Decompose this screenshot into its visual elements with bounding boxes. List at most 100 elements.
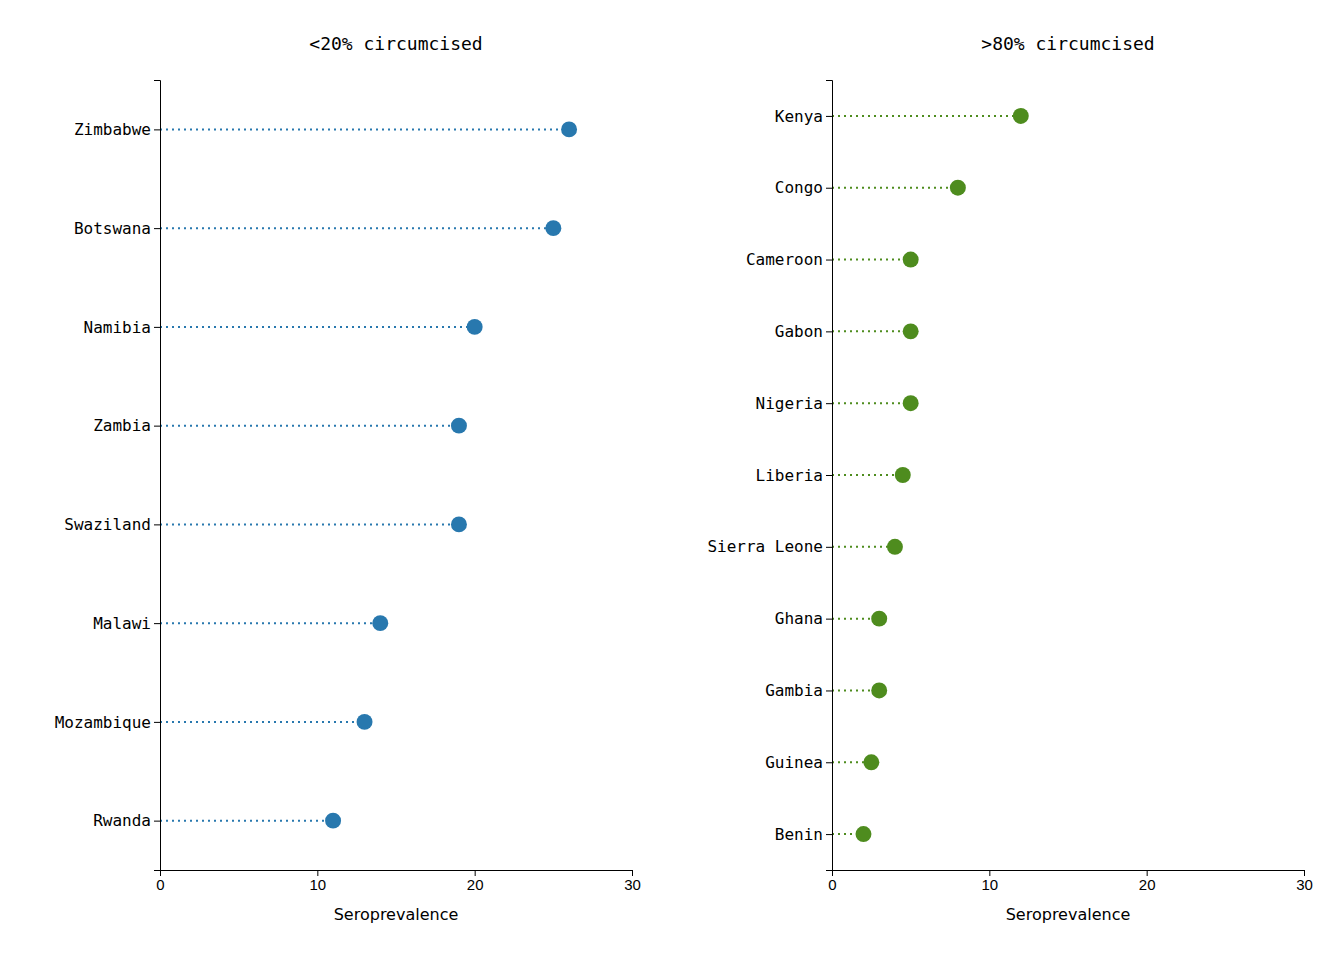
x-tick: 20	[467, 870, 484, 893]
tick-label: Swaziland	[64, 515, 151, 534]
tick-label: Congo	[775, 178, 823, 197]
y-tick: Swaziland	[64, 515, 160, 534]
lollipop-stem	[832, 546, 895, 548]
tick-label: Ghana	[775, 609, 823, 628]
lollipop-dot	[903, 395, 919, 411]
tick-mark	[154, 821, 160, 822]
tick-mark	[826, 260, 832, 261]
chart-title: <20% circumcised	[309, 33, 482, 54]
lollipop-dot	[903, 252, 919, 268]
panel: 0 10 20 30 Kenya Congo Cameroon Gabon Nigeria Lib…	[707, 33, 1312, 924]
tick-label: 30	[624, 876, 641, 893]
lollipop-dot	[863, 754, 879, 770]
tick-label: Rwanda	[93, 811, 151, 830]
tick-label: Zimbabwe	[74, 120, 151, 139]
tick-label: Malawi	[93, 614, 151, 633]
tick-label: Kenya	[775, 107, 823, 126]
lollipop-dot	[887, 539, 903, 555]
chart-title: >80% circumcised	[981, 33, 1154, 54]
y-axis: Zimbabwe Botswana Namibia Zambia Swaziland Ma…	[55, 81, 161, 871]
y-tick: Nigeria	[756, 394, 832, 413]
axis-domain	[161, 871, 633, 877]
lollipop-stem	[160, 523, 459, 525]
lollipop-dot	[895, 467, 911, 483]
y-tick: Liberia	[756, 466, 832, 485]
tick-label: Guinea	[765, 753, 823, 772]
lollipop-stem	[160, 721, 365, 723]
tick-mark	[154, 722, 160, 723]
lollipop-stem	[832, 402, 911, 404]
tick-mark	[826, 403, 832, 404]
lollipop-stem	[160, 820, 333, 822]
lollipop-dot	[871, 611, 887, 627]
marks	[832, 108, 1029, 842]
tick-label: Liberia	[756, 466, 823, 485]
tick-label: Nigeria	[756, 394, 823, 413]
lollipop-dot	[871, 682, 887, 698]
lollipop-stem	[160, 425, 459, 427]
y-tick: Guinea	[765, 753, 832, 772]
marks	[160, 121, 577, 828]
y-tick: Mozambique	[55, 712, 160, 731]
lollipop-dot	[545, 220, 561, 236]
axis-title: Seroprevalence	[1006, 905, 1131, 924]
tick-label: Sierra Leone	[707, 537, 823, 556]
y-tick: Cameroon	[746, 250, 832, 269]
x-tick: 30	[1296, 870, 1313, 893]
tick-mark	[154, 426, 160, 427]
lollipop-stem	[832, 259, 911, 261]
lollipop-dot	[1013, 108, 1029, 124]
tick-label: Mozambique	[55, 712, 151, 731]
lollipop-stem	[832, 474, 903, 476]
axis-title: Seroprevalence	[334, 905, 459, 924]
x-tick: 20	[1139, 870, 1156, 893]
axis-domain	[826, 81, 833, 871]
lollipop-dot	[561, 121, 577, 137]
y-tick: Zambia	[93, 416, 160, 435]
y-tick: Zimbabwe	[74, 120, 160, 139]
tick-label: 0	[828, 876, 836, 893]
tick-mark	[154, 623, 160, 624]
panel: 0102030ZimbabweBotswanaNamibiaZambiaSwaz…	[55, 33, 641, 924]
lollipop-dot	[855, 826, 871, 842]
x-tick: 10	[981, 870, 998, 893]
lollipop-dot	[467, 319, 483, 335]
y-tick: Namibia	[84, 317, 160, 336]
y-tick: Malawi	[93, 614, 160, 633]
lollipop-stem	[832, 330, 911, 332]
tick-mark	[826, 331, 832, 332]
tick-mark	[154, 327, 160, 328]
tick-label: Benin	[775, 825, 823, 844]
y-tick: Rwanda	[93, 811, 160, 830]
axis-domain	[833, 871, 1305, 877]
tick-label: 10	[309, 876, 326, 893]
lollipop-stem	[160, 326, 475, 328]
tick-mark	[154, 228, 160, 229]
tick-label: Namibia	[84, 317, 151, 336]
tick-label: Botswana	[74, 219, 151, 238]
y-tick: Ghana	[775, 609, 832, 628]
tick-mark	[826, 762, 832, 763]
tick-mark	[826, 690, 832, 691]
y-tick: Gambia	[765, 681, 832, 700]
tick-mark	[826, 619, 832, 620]
tick-mark	[154, 129, 160, 130]
y-tick: Congo	[775, 178, 832, 197]
axis-domain	[154, 81, 161, 871]
tick-label: 20	[1139, 876, 1156, 893]
x-tick: 0	[828, 870, 836, 893]
x-axis: 0102030	[156, 870, 641, 893]
tick-label: Cameroon	[746, 250, 823, 269]
tick-label: Gabon	[775, 322, 823, 341]
tick-mark	[826, 116, 832, 117]
y-tick: Benin	[775, 825, 832, 844]
tick-mark	[826, 547, 832, 548]
x-tick: 30	[624, 870, 641, 893]
tick-label: Zambia	[93, 416, 151, 435]
lollipop-dot	[325, 813, 341, 829]
lollipop-stem	[832, 115, 1021, 117]
lollipop-dot	[950, 180, 966, 196]
y-tick: Botswana	[74, 219, 160, 238]
lollipop-dot	[451, 516, 467, 532]
x-tick: 10	[309, 870, 326, 893]
